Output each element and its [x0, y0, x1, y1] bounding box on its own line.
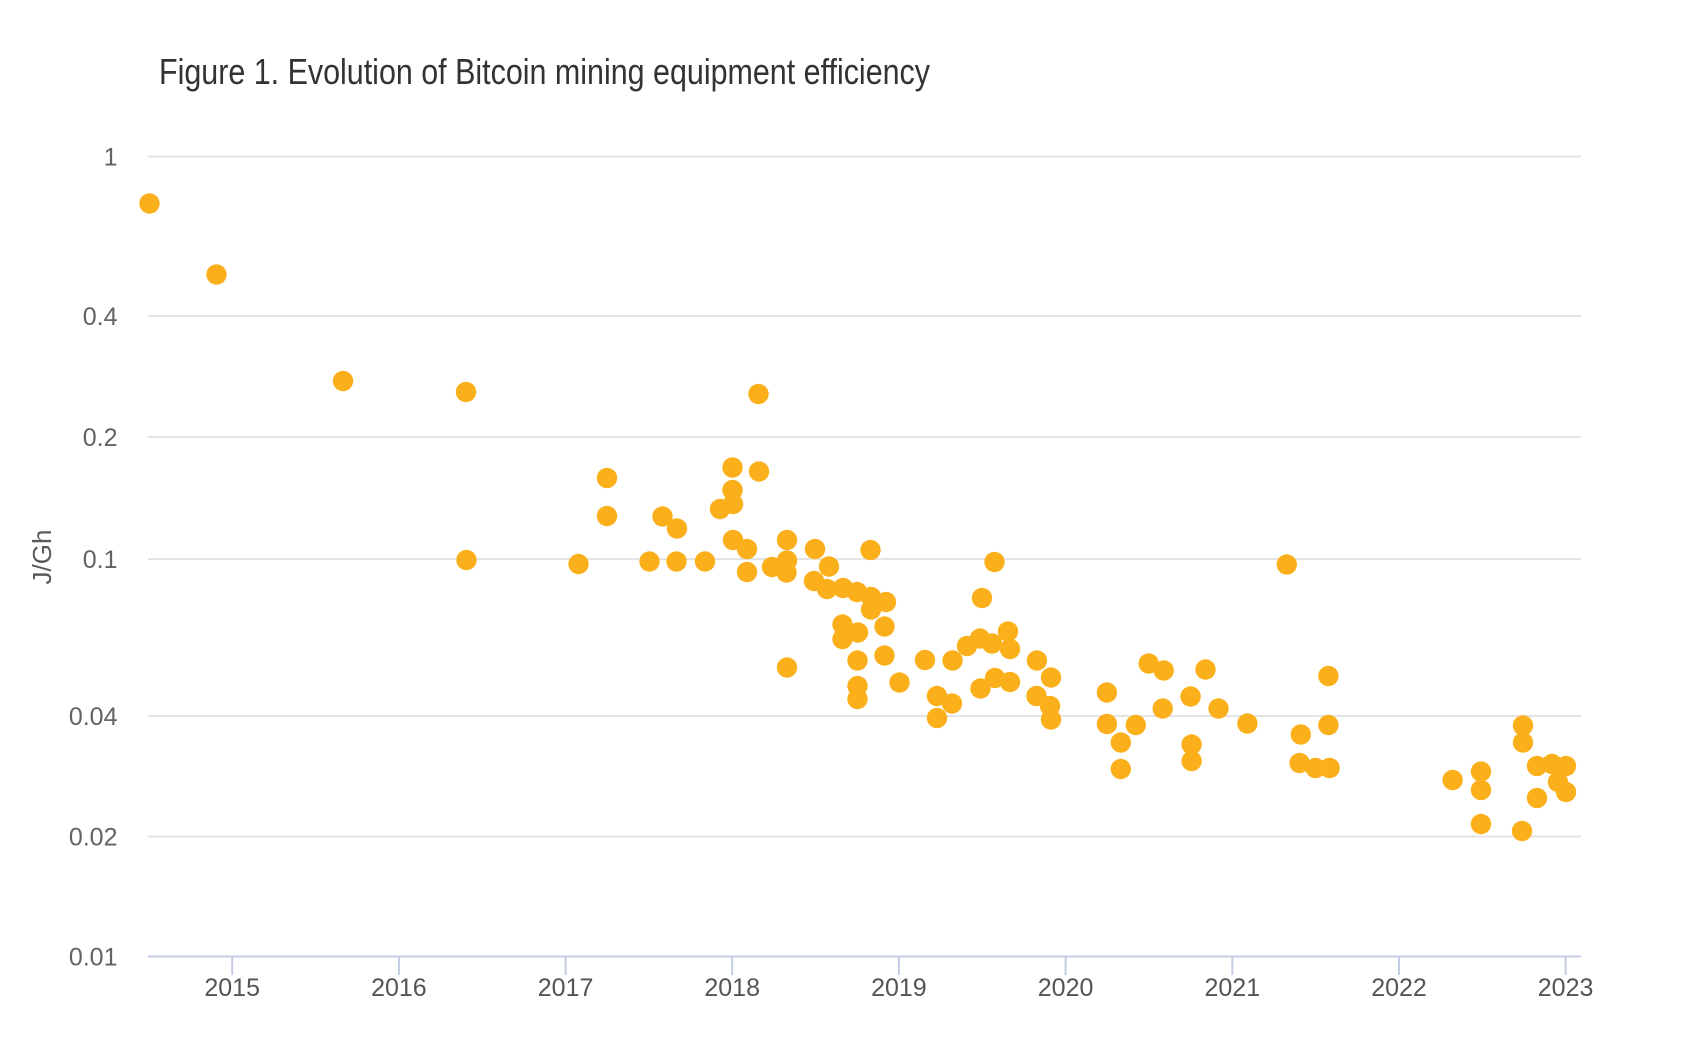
svg-text:1: 1 — [104, 144, 118, 172]
svg-text:0.04: 0.04 — [69, 703, 118, 731]
svg-text:2020: 2020 — [1038, 974, 1094, 1002]
svg-text:2022: 2022 — [1371, 974, 1427, 1002]
svg-text:0.4: 0.4 — [83, 303, 118, 331]
svg-text:0.01: 0.01 — [69, 944, 118, 972]
svg-text:2017: 2017 — [538, 974, 594, 1002]
svg-text:2016: 2016 — [371, 974, 427, 1002]
svg-text:0.2: 0.2 — [83, 424, 118, 452]
svg-text:Figure 1. Evolution of Bitcoin: Figure 1. Evolution of Bitcoin mining eq… — [159, 51, 930, 92]
svg-text:2018: 2018 — [704, 974, 760, 1002]
svg-text:0.1: 0.1 — [83, 546, 118, 574]
svg-text:2021: 2021 — [1204, 974, 1260, 1002]
svg-text:2023: 2023 — [1538, 974, 1594, 1002]
svg-text:2015: 2015 — [204, 974, 260, 1002]
svg-text:2019: 2019 — [871, 974, 927, 1002]
svg-text:0.02: 0.02 — [69, 824, 118, 852]
svg-text:J/Gh: J/Gh — [27, 530, 57, 585]
